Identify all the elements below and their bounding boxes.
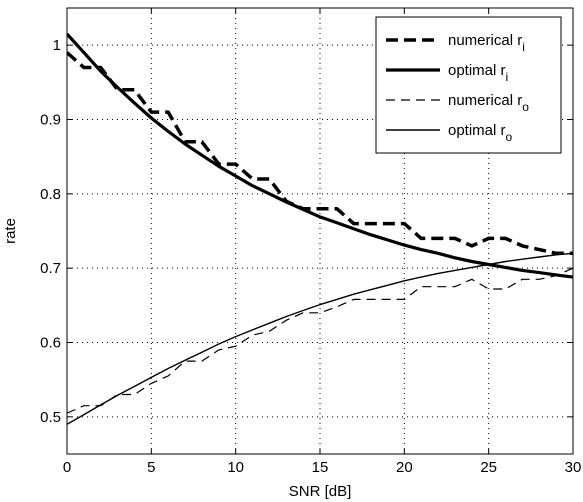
x-tick-label: 30: [565, 459, 582, 476]
series-line-4: [67, 252, 573, 425]
legend-label-3: numerical ro: [448, 92, 529, 114]
y-tick-label: 0.9: [40, 112, 61, 129]
x-tick-label: 5: [147, 459, 155, 476]
y-tick-label: 0.6: [40, 335, 61, 352]
x-tick-label: 0: [63, 459, 71, 476]
y-tick-label: 0.5: [40, 409, 61, 426]
x-tick-label: 25: [480, 459, 497, 476]
legend-label-2: optimal ri: [448, 62, 508, 84]
series-line-3: [67, 267, 573, 414]
legend-label-subscript: o: [522, 100, 529, 114]
y-tick-label: 1: [53, 37, 61, 54]
ticks: 0 5 10 15 20 25 30 0.5 0.6 0.7 0.8 0.9 1: [40, 8, 581, 476]
series-layer: [67, 32, 573, 425]
series-line-1: [67, 51, 573, 256]
y-axis-label: rate: [2, 218, 19, 244]
legend-label-subscript: i: [506, 70, 509, 84]
legend-label-subscript: o: [506, 130, 513, 144]
x-axis-label: SNR [dB]: [289, 483, 352, 500]
legend-label-4: optimal ro: [448, 122, 513, 144]
y-tick-label: 0.8: [40, 186, 61, 203]
x-tick-label: 10: [227, 459, 244, 476]
legend: numerical ri optimal ri numerical ro optima…: [375, 16, 562, 154]
y-tick-label: 0.7: [40, 260, 61, 277]
x-tick-label: 15: [312, 459, 329, 476]
legend-label-subscript: i: [522, 40, 525, 54]
legend-label-1: numerical ri: [448, 32, 525, 54]
x-tick-label: 20: [396, 459, 413, 476]
